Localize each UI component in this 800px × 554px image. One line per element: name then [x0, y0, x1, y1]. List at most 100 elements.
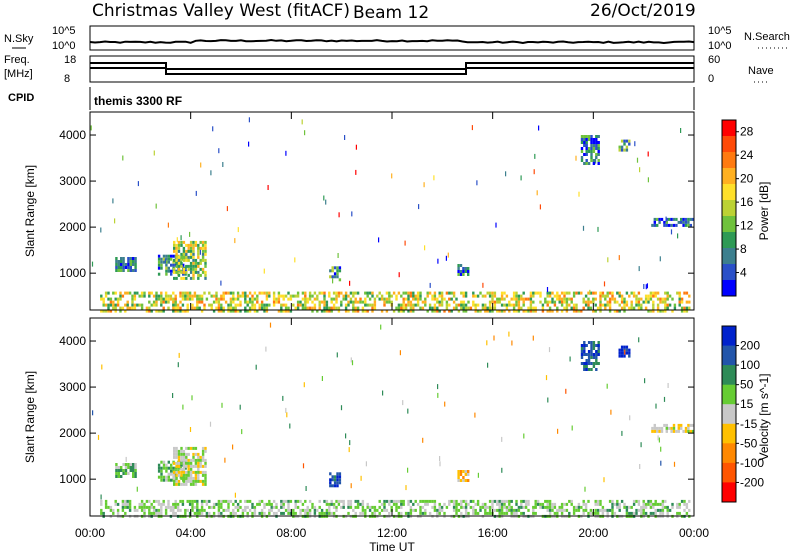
nsearch-tick-top: 10^5 [708, 25, 732, 37]
colorbar-swatch [722, 232, 736, 249]
colorbar-swatch [722, 168, 736, 185]
power-plot-frame [89, 111, 695, 311]
nsky-label: N.Sky [4, 33, 34, 45]
nsky-panel [89, 25, 695, 51]
freq-tick-bottom: 8 [64, 73, 70, 85]
ytick-label: 2000 [59, 426, 86, 440]
xtick-label: 20:00 [578, 526, 608, 540]
xtick-label: 08:00 [276, 526, 306, 540]
velocity-heatmap-panel [92, 322, 695, 518]
power-colorbar: 4 8 12 16 20 24 28 [721, 119, 754, 297]
nave-label: Nave [748, 65, 774, 77]
velocity-plot-frame [89, 317, 695, 517]
colorbar-tick-label: 15 [740, 397, 754, 411]
colorbar-tick-label: 8 [740, 242, 747, 256]
colorbar-tick-label: -200 [740, 475, 764, 489]
xtick-label: 00:00 [679, 526, 709, 540]
colorbar-frame [721, 325, 737, 503]
colorbar-swatch [722, 216, 736, 233]
ytick-label: 4000 [59, 334, 86, 348]
time-axis-ticks: 00:00 04:00 08:00 12:00 16:00 20:00 00:00 [75, 112, 709, 540]
echo-patch [115, 463, 137, 478]
echo-patch [457, 470, 470, 482]
power-yticks: 1000 2000 3000 4000 [59, 128, 694, 280]
colorbar-swatch [722, 423, 736, 444]
radar-title: Christmas Valley West (fitACF) [92, 1, 350, 21]
colorbar-swatch [722, 443, 736, 464]
freq-label-line1: Freq. [4, 54, 30, 66]
colorbar-tick-label: 28 [740, 125, 754, 139]
colorbar-swatch [722, 365, 736, 386]
velocity-colorbar-label: Velocity [m s^-1] [757, 374, 771, 461]
colorbar-swatch [722, 280, 736, 297]
power-heatmap-panel [90, 117, 695, 313]
ytick-label: 1000 [59, 266, 86, 280]
freq-tick-top: 18 [64, 54, 76, 66]
colorbar-swatch [722, 120, 736, 137]
colorbar-tick-label: 24 [740, 148, 754, 162]
colorbar-swatch [722, 482, 736, 503]
colorbar-swatch [722, 326, 736, 347]
nsky-tick-bottom: 10^0 [52, 40, 76, 52]
colorbar-tick-label: 50 [740, 378, 754, 392]
colorbar-swatch [722, 345, 736, 366]
echo-patch [100, 499, 691, 518]
echo-patch [173, 446, 207, 486]
xtick-label: 00:00 [75, 526, 105, 540]
beam-label: Beam 12 [353, 3, 429, 23]
ytick-label: 1000 [59, 472, 86, 486]
xtick-label: 04:00 [176, 526, 206, 540]
ytick-label: 3000 [59, 174, 86, 188]
power-colorbar-label: Power [dB] [757, 182, 771, 241]
echo-patch [173, 240, 207, 280]
echo-patch [580, 341, 600, 371]
velocity-yticks: 1000 2000 3000 4000 [59, 334, 694, 486]
ytick-label: 2000 [59, 220, 86, 234]
colorbar-tick-label: 4 [740, 266, 747, 280]
xtick-label: 12:00 [377, 526, 407, 540]
freq-trace-lower [90, 67, 694, 75]
colorbar-swatch [722, 248, 736, 265]
colorbar-tick-label: 16 [740, 195, 754, 209]
cpid-label: CPID [8, 92, 34, 104]
colorbar-swatch [722, 462, 736, 483]
echo-patch [329, 472, 342, 488]
colorbar-swatch [722, 152, 736, 169]
time-axis-label: Time UT [369, 540, 415, 554]
colorbar-swatch [722, 384, 736, 405]
echo-patch [618, 139, 631, 152]
colorbar-tick-label: 200 [740, 339, 760, 353]
noise-streaks [90, 117, 682, 295]
colorbar-tick-label: 12 [740, 219, 754, 233]
noise-streaks [92, 322, 676, 500]
echo-patch [457, 264, 470, 276]
echo-patch [329, 266, 342, 282]
colorbar-tick-label: 100 [740, 358, 760, 372]
echo-patch [651, 423, 695, 433]
ytick-label: 3000 [59, 380, 86, 394]
colorbar-swatch [722, 404, 736, 425]
nsearch-tick-bottom: 10^0 [708, 40, 732, 52]
freq-trace-upper [90, 62, 694, 70]
ytick-label: 4000 [59, 128, 86, 142]
colorbar-tick-label: 20 [740, 172, 754, 186]
xtick-label: 16:00 [478, 526, 508, 540]
colorbar-swatch [722, 264, 736, 281]
velocity-colorbar: 200 100 50 15 -15 -50 -100 -200 [721, 325, 764, 503]
nsearch-label: N.Search [744, 31, 790, 43]
colorbar-tick-label: -15 [740, 417, 758, 431]
colorbar-frame [721, 119, 737, 297]
nsky-trace [89, 38, 695, 45]
nave-tick-bottom: 0 [708, 73, 714, 85]
nsky-tick-top: 10^5 [52, 25, 76, 37]
echo-patch [651, 217, 695, 227]
nave-tick-top: 60 [708, 54, 720, 66]
power-ylabel: Slant Range [km] [23, 165, 37, 257]
colorbar-tick-label: -100 [740, 456, 764, 470]
velocity-ylabel: Slant Range [km] [23, 371, 37, 463]
colorbar-swatch [722, 200, 736, 217]
colorbar-swatch [722, 184, 736, 201]
echo-patch [115, 257, 137, 272]
colorbar-tick-label: -50 [740, 436, 758, 450]
